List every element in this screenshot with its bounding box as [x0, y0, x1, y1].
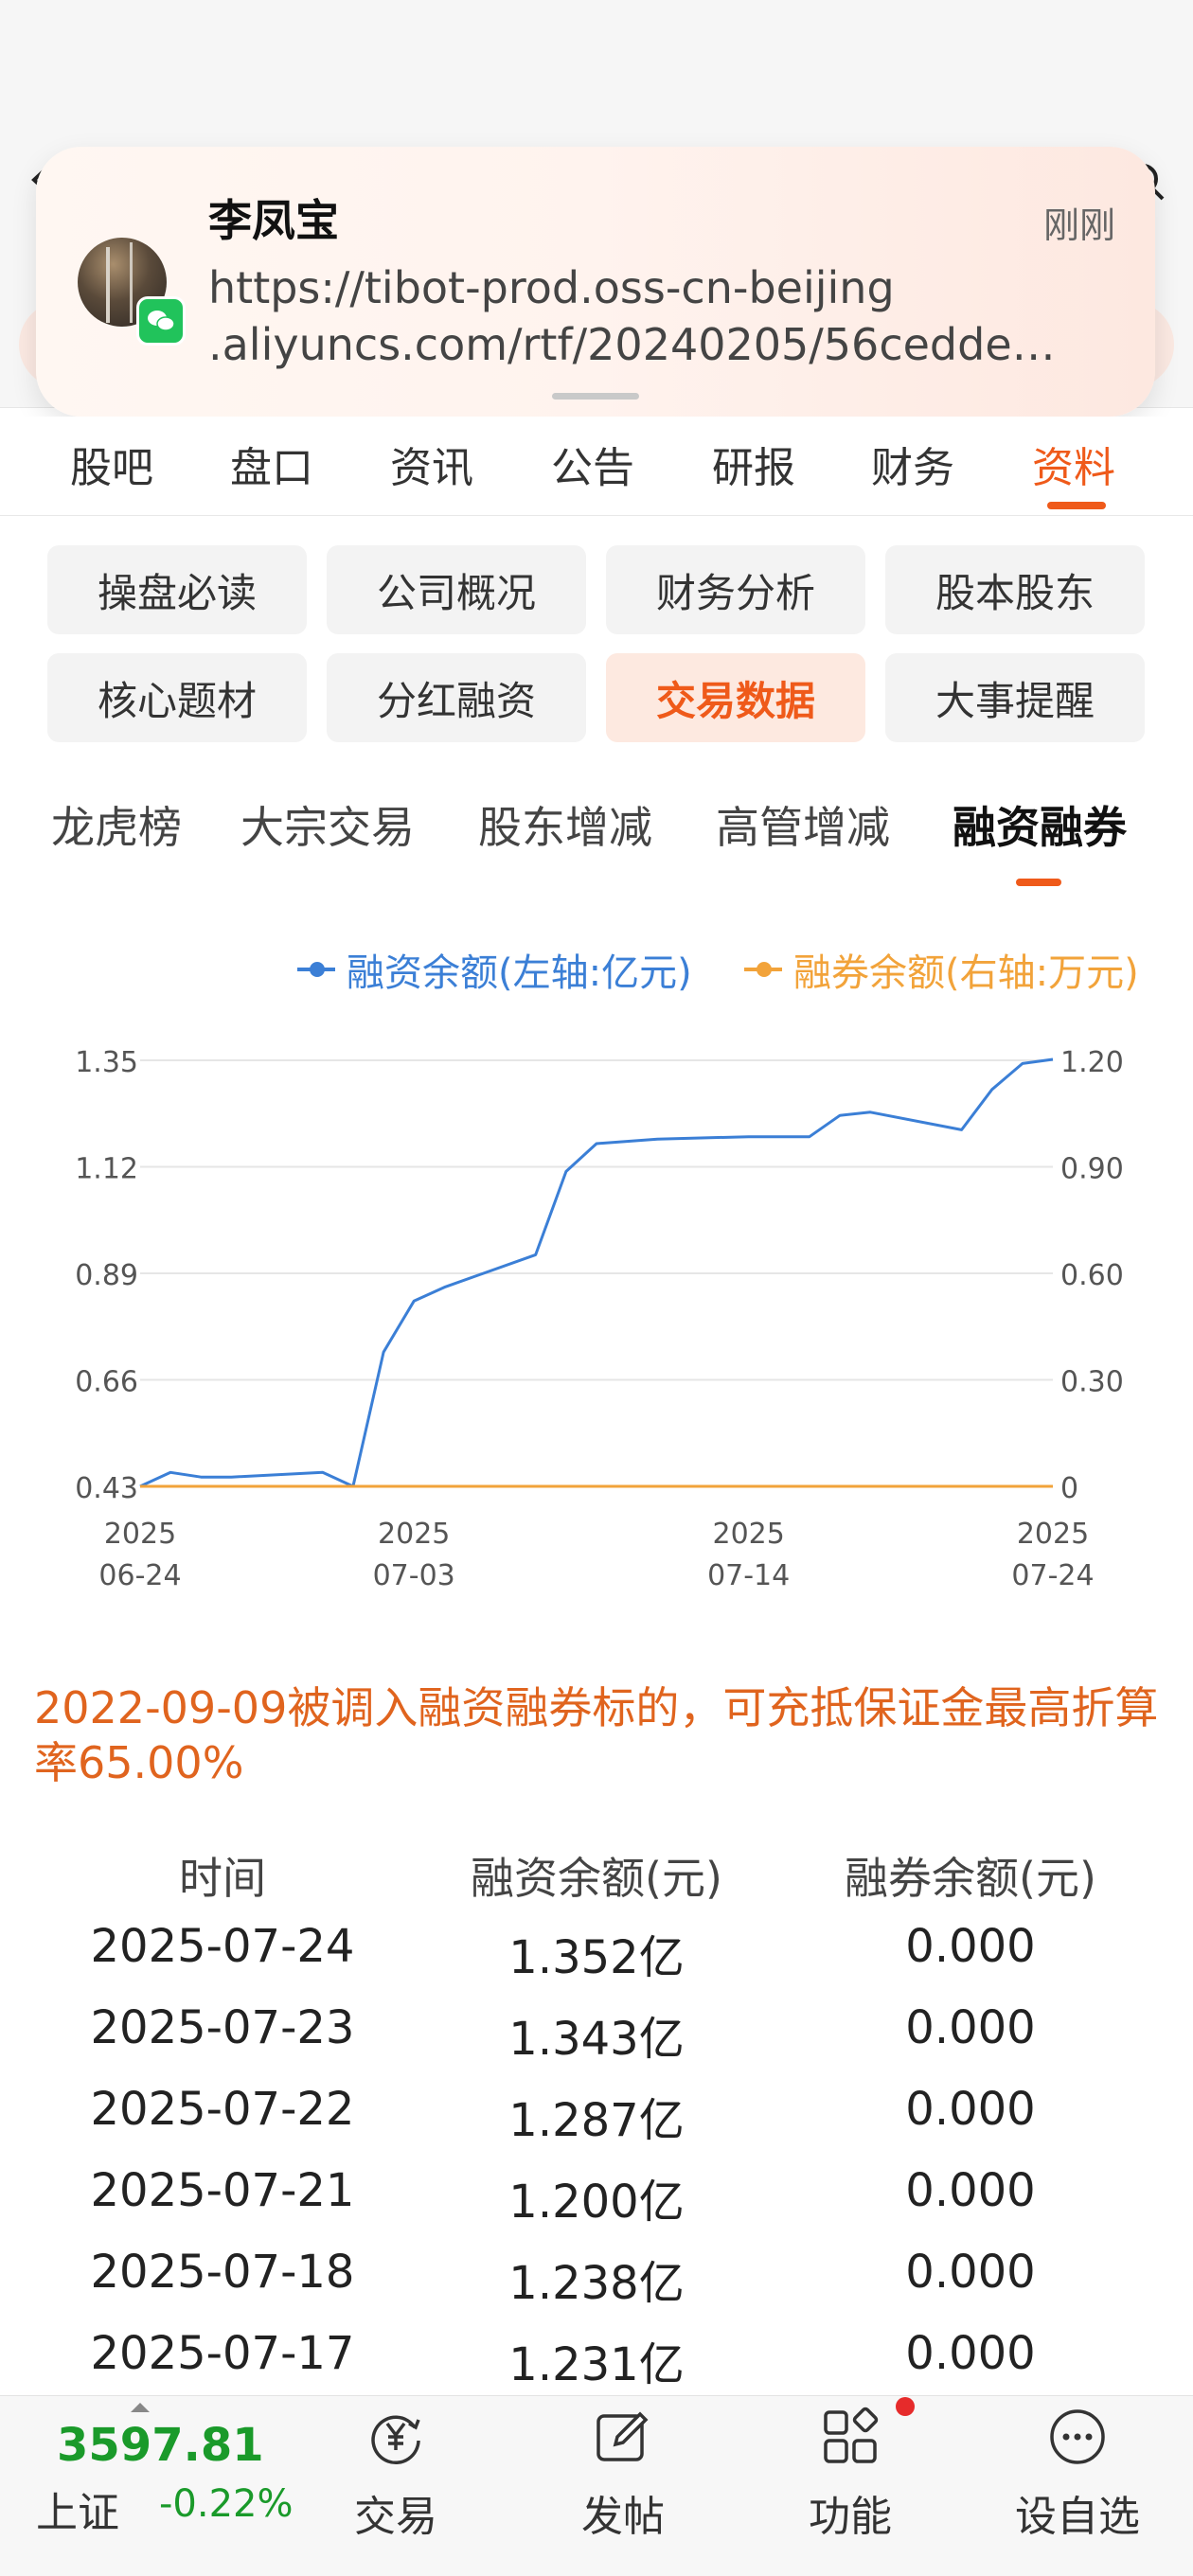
- btn-core-themes[interactable]: 核心题材: [47, 653, 307, 742]
- subtab-dragon-tiger[interactable]: 龙虎榜: [51, 802, 182, 853]
- y-right-tick-label: 1.20: [1060, 1046, 1124, 1079]
- table-cell-date: 2025-07-17: [90, 2327, 355, 2380]
- table-header-financing: 融资余额(元): [471, 1853, 722, 1904]
- btn-major-events[interactable]: 大事提醒: [885, 653, 1145, 742]
- tab-guba[interactable]: 股吧: [70, 444, 153, 492]
- btn-trading-must-read[interactable]: 操盘必读: [47, 545, 307, 634]
- notification-sender: 李凤宝: [208, 195, 339, 246]
- caret-up-icon[interactable]: [131, 2403, 150, 2412]
- more-icon: [1050, 2409, 1105, 2464]
- btn-trading-data[interactable]: 交易数据: [606, 653, 865, 742]
- notification-time: 刚刚: [1042, 204, 1115, 246]
- table-cell-lending: 0.000: [905, 2001, 1036, 2054]
- nav-watchlist-label: 设自选: [1015, 2493, 1140, 2541]
- tab-announcements[interactable]: 公告: [551, 444, 634, 492]
- nav-post[interactable]: 发帖: [547, 2407, 699, 2558]
- legend-financing-label: 融资余额(左轴:亿元): [347, 951, 692, 995]
- legend-financing-swatch: [297, 962, 335, 977]
- grid-apps-icon: [824, 2407, 879, 2463]
- main-tab-bar: 股吧 盘口 资讯 公告 研报 财务 资料: [0, 417, 1193, 516]
- index-change[interactable]: -0.22%: [159, 2482, 294, 2526]
- x-tick-year: 2025: [1017, 1518, 1089, 1551]
- tab-finance[interactable]: 财务: [871, 444, 954, 492]
- table-cell-financing: 1.352亿: [508, 1931, 685, 1984]
- table-cell-date: 2025-07-21: [90, 2164, 355, 2217]
- btn-company-overview[interactable]: 公司概况: [327, 545, 586, 634]
- legend-lending-label: 融券余额(右轴:万元): [793, 951, 1139, 995]
- y-left-tick-label: 1.12: [75, 1153, 138, 1186]
- yen-exchange-icon: [371, 2415, 420, 2465]
- nav-watchlist[interactable]: 设自选: [1002, 2407, 1153, 2558]
- x-tick-date: 07-24: [1011, 1559, 1094, 1592]
- y-right-tick-label: 0: [1060, 1472, 1078, 1505]
- x-tick-date: 07-03: [373, 1559, 455, 1592]
- legend-financing[interactable]: 融资余额(左轴:亿元): [297, 942, 692, 997]
- subtab-margin-trading[interactable]: 融资融券: [953, 802, 1127, 853]
- active-tab-indicator: [1047, 502, 1106, 509]
- bottom-nav-bar: [0, 2395, 1193, 2576]
- btn-share-capital[interactable]: 股本股东: [885, 545, 1145, 634]
- table-cell-lending: 0.000: [905, 2246, 1036, 2299]
- x-tick-year: 2025: [378, 1518, 450, 1551]
- tab-news[interactable]: 资讯: [390, 444, 473, 492]
- index-name[interactable]: 上证: [36, 2489, 119, 2537]
- notification-dot: [896, 2397, 915, 2416]
- btn-financial-analysis[interactable]: 财务分析: [606, 545, 865, 634]
- table-header-date: 时间: [179, 1853, 266, 1904]
- y-left-tick-label: 0.66: [75, 1366, 138, 1399]
- x-tick-date: 06-24: [98, 1559, 181, 1592]
- financing-balance-line: [139, 1057, 1054, 1488]
- nav-functions[interactable]: 功能: [775, 2407, 926, 2558]
- table-cell-lending: 0.000: [905, 2327, 1036, 2380]
- btn-dividend-financing[interactable]: 分红融资: [327, 653, 586, 742]
- edit-icon: [596, 2411, 649, 2461]
- y-right-tick-label: 0.90: [1060, 1153, 1124, 1186]
- x-tick-year: 2025: [712, 1518, 784, 1551]
- x-tick-date: 07-14: [707, 1559, 790, 1592]
- legend-lending-swatch: [744, 962, 782, 977]
- table-cell-date: 2025-07-18: [90, 2246, 355, 2299]
- table-cell-financing: 1.343亿: [508, 2013, 685, 2066]
- legend-lending[interactable]: 融券余额(右轴:万元): [744, 942, 1139, 997]
- subtab-shareholder-change[interactable]: 股东增减: [478, 802, 652, 853]
- nav-trade-label: 交易: [354, 2493, 437, 2541]
- wechat-icon: [136, 296, 186, 346]
- wechat-notification[interactable]: 李凤宝 刚刚 https://tibot-prod.oss-cn-beijing…: [36, 147, 1155, 417]
- table-cell-date: 2025-07-23: [90, 2001, 355, 2054]
- table-cell-financing: 1.287亿: [508, 2094, 685, 2147]
- nav-functions-label: 功能: [809, 2493, 892, 2541]
- table-cell-financing: 1.231亿: [508, 2338, 685, 2391]
- tab-profile[interactable]: 资料: [1032, 444, 1115, 492]
- y-left-tick-label: 1.35: [75, 1046, 138, 1079]
- notification-drag-handle[interactable]: [552, 393, 639, 400]
- margin-eligibility-note: 2022-09-09被调入融资融券标的，可充抵保证金最高折算率65.00%: [34, 1682, 1159, 1788]
- margin-balance-chart: 1.35 1.20 1.12 0.90 0.89 0.60 0.66 0.30 0.43 0 202…: [75, 1046, 1124, 1592]
- table-cell-lending: 0.000: [905, 2164, 1036, 2217]
- tab-research[interactable]: 研报: [712, 444, 795, 492]
- status-bar: [0, 0, 1193, 142]
- y-right-tick-label: 0.60: [1060, 1259, 1124, 1292]
- x-tick-year: 2025: [104, 1518, 176, 1551]
- subtab-block-trade[interactable]: 大宗交易: [240, 802, 415, 853]
- table-header-lending: 融券余额(元): [845, 1853, 1096, 1904]
- table-cell-financing: 1.200亿: [508, 2176, 685, 2229]
- table-cell-date: 2025-07-24: [90, 1920, 355, 1973]
- tab-pankou[interactable]: 盘口: [230, 444, 313, 492]
- y-right-tick-label: 0.30: [1060, 1366, 1124, 1399]
- notification-message-line2: .aliyuncs.com/rtf/20240205/56cedde…: [208, 319, 1056, 370]
- notification-message-line1: https://tibot-prod.oss-cn-beijing: [208, 262, 895, 313]
- index-value[interactable]: 3597.81: [57, 2419, 264, 2472]
- table-cell-date: 2025-07-22: [90, 2083, 355, 2136]
- y-left-tick-label: 0.43: [75, 1472, 138, 1505]
- subtab-executive-change[interactable]: 高管增减: [716, 802, 890, 853]
- active-subtab-indicator: [1016, 879, 1061, 886]
- nav-post-label: 发帖: [581, 2493, 665, 2541]
- table-cell-financing: 1.238亿: [508, 2257, 685, 2310]
- nav-trade[interactable]: 交易: [320, 2407, 472, 2558]
- table-cell-lending: 0.000: [905, 2083, 1036, 2136]
- y-left-tick-label: 0.89: [75, 1259, 138, 1292]
- table-cell-lending: 0.000: [905, 1920, 1036, 1973]
